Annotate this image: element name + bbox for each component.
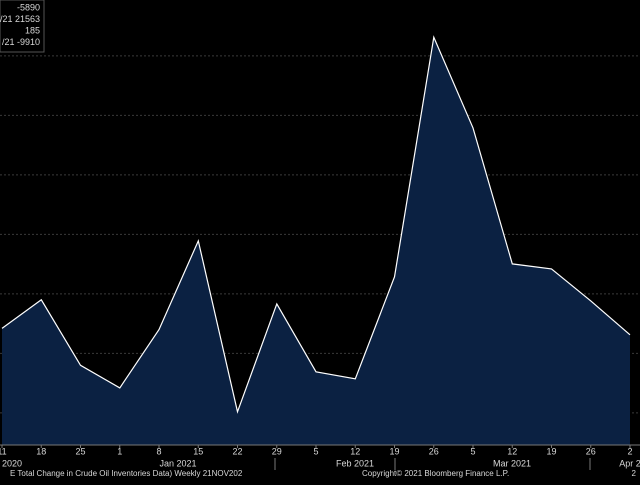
x-tick-label: 26 — [586, 446, 596, 456]
legend-box — [0, 0, 45, 53]
period-label: Mar 2021 — [493, 458, 531, 468]
plot-area — [0, 35, 640, 446]
period-label: Feb 2021 — [336, 458, 374, 468]
x-tick-label: 2 — [627, 446, 632, 456]
x-tick-label: 12 — [350, 446, 360, 456]
footer-corner: 2 — [632, 469, 637, 478]
legend-entry: /21 21563 — [0, 14, 40, 24]
x-tick-label: 11 — [0, 446, 7, 456]
area-fill — [2, 37, 630, 446]
x-tick-label: 19 — [389, 446, 399, 456]
period-label: Apr 2 — [619, 458, 640, 468]
footer-copyright: Copyright© 2021 Bloomberg Finance L.P. — [362, 469, 509, 478]
x-tick-label: 8 — [156, 446, 161, 456]
x-tick-label: 5 — [313, 446, 318, 456]
legend-entry: 185 — [25, 25, 40, 35]
area-line — [1, 35, 631, 414]
footer-source: E Total Change in Crude Oil Inventories … — [10, 469, 243, 478]
period-label: 2020 — [2, 458, 22, 468]
x-tick-label: 15 — [193, 446, 203, 456]
x-tick-label: 12 — [507, 446, 517, 456]
x-tick-label: 18 — [36, 446, 46, 456]
x-tick-label: 1 — [117, 446, 122, 456]
x-tick-label: 19 — [546, 446, 556, 456]
legend-entry: /21 -9910 — [2, 37, 40, 47]
period-label: Jan 2021 — [159, 458, 196, 468]
x-tick-label: 22 — [232, 446, 242, 456]
x-tick-label: 26 — [429, 446, 439, 456]
x-tick-label: 29 — [272, 446, 282, 456]
legend-entry: -5890 — [17, 2, 40, 12]
x-tick-label: 25 — [75, 446, 85, 456]
x-tick-label: 5 — [470, 446, 475, 456]
